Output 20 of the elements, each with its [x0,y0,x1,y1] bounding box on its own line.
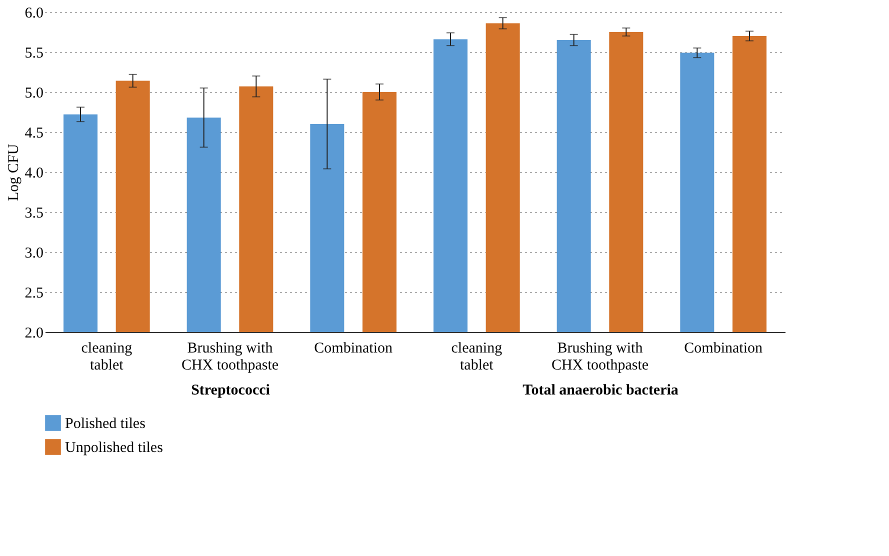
legend-label: Polished tiles [65,416,146,432]
y-tick-label: 4.0 [24,166,44,182]
y-tick-label: 4.5 [24,126,44,142]
y-tick-label: 5.0 [24,86,44,102]
y-tick-label: 3.0 [24,246,44,262]
x-tick-label: Brushing with CHX toothpaste [551,340,649,374]
y-tick-label: 2.0 [24,326,44,342]
y-tick-label: 5.5 [24,46,44,62]
legend-label: Unpolished tiles [65,440,164,456]
x-axis-title: Streptococci [191,382,270,398]
x-tick-label: Combination [684,340,763,356]
y-tick-label: 6.0 [24,6,44,22]
y-tick-label: 3.5 [24,206,44,222]
x-tick-label: cleaning tablet [451,340,503,374]
y-axis-title: Log CFU [6,144,22,202]
x-tick-label: cleaning tablet [81,340,133,374]
y-tick-label: 2.5 [24,286,44,302]
x-axis-title: Total anaerobic bacteria [522,382,679,398]
x-tick-label: Brushing with CHX toothpaste [181,340,279,374]
x-tick-label: Combination [314,340,393,356]
